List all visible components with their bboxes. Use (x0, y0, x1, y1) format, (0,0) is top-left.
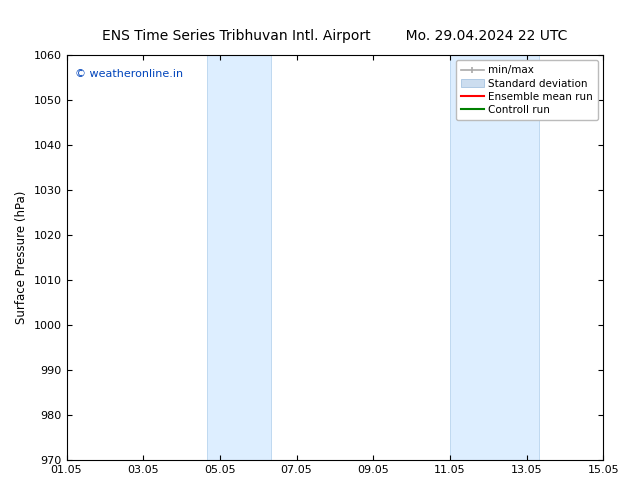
Text: ENS Time Series Tribhuvan Intl. Airport        Mo. 29.04.2024 22 UTC: ENS Time Series Tribhuvan Intl. Airport … (102, 29, 567, 43)
Bar (207, 55, 271, 460)
Y-axis label: Surface Pressure (hPa): Surface Pressure (hPa) (15, 191, 28, 324)
Bar (450, 55, 539, 460)
Legend: min/max, Standard deviation, Ensemble mean run, Controll run: min/max, Standard deviation, Ensemble me… (456, 60, 598, 120)
Text: © weatheronline.in: © weatheronline.in (75, 69, 183, 79)
